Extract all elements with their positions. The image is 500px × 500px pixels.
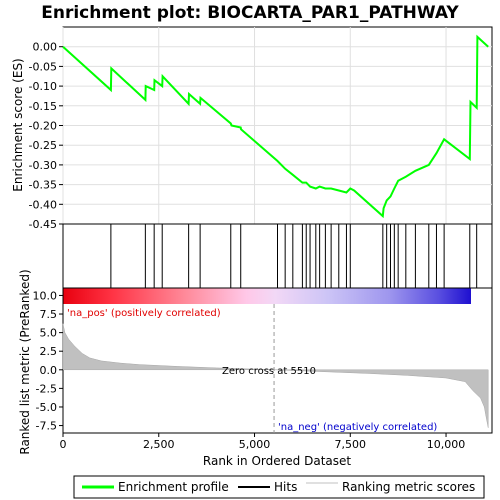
legend-metric-label: Ranking metric scores	[342, 480, 475, 494]
metric-x-tick-label: 5,000	[239, 438, 271, 451]
metric-x-tick-label: 2,500	[143, 438, 175, 451]
metric-y-tick-label: 0.0	[40, 364, 58, 377]
es-y-tick-label: -0.15	[29, 100, 57, 113]
legend: Enrichment profile Hits Ranking metric s…	[73, 475, 485, 499]
es-y-axis: 0.00 -0.05 -0.10 -0.15 -0.20 -0.25 -0.30 -0.35 -…	[29, 41, 63, 231]
es-y-tick-label: -0.10	[29, 80, 57, 93]
es-y-tick-label: -0.45	[29, 218, 57, 231]
es-y-tick-label: -0.05	[29, 60, 57, 73]
metric-x-tick-label: 7,500	[335, 438, 367, 451]
metric-y-tick-label: 7.5	[40, 308, 58, 321]
legend-box	[73, 475, 485, 499]
es-y-tick-label: -0.30	[29, 159, 57, 172]
rank-color-bar	[63, 288, 471, 304]
rank-color-bar-tail	[471, 288, 492, 304]
legend-profile-label: Enrichment profile	[118, 480, 229, 494]
es-y-tick-label: 0.00	[33, 41, 58, 54]
enrichment-profile-line	[62, 34, 489, 219]
metric-y-tick-label: -5.0	[36, 401, 57, 414]
zero-cross-label: Zero cross at 5510	[222, 366, 316, 377]
metric-panel: 10.0 7.5 5.0 2.5 0.0 -2.5 -5.0 -7.5 0 2,500 5,000…	[18, 269, 493, 468]
es-y-tick-label: -0.40	[29, 198, 57, 211]
metric-y-tick-label: 10.0	[33, 289, 58, 302]
metric-x-axis: 0 2,500 5,000 7,500 10,000	[60, 433, 466, 451]
es-y-tick-label: -0.25	[29, 139, 57, 152]
metric-y-tick-label: -2.5	[36, 382, 57, 395]
metric-y-tick-label: 5.0	[40, 327, 58, 340]
metric-x-tick-label: 0	[60, 438, 67, 451]
pos-correlated-label: 'na_pos' (positively correlated)	[67, 308, 221, 319]
metric-y-axis: 10.0 7.5 5.0 2.5 0.0 -2.5 -5.0 -7.5	[33, 289, 63, 433]
es-y-tick-label: -0.35	[29, 179, 57, 192]
metric-x-axis-label: Rank in Ordered Dataset	[203, 454, 351, 468]
hit-marks	[110, 224, 478, 288]
metric-y-axis-label: Ranked list metric (PreRanked)	[18, 269, 32, 454]
metric-y-tick-label: 2.5	[40, 345, 58, 358]
chart-title: Enrichment plot: BIOCARTA_PAR1_PATHWAY	[41, 3, 459, 23]
hits-panel	[62, 223, 493, 289]
neg-correlated-label: 'na_neg' (negatively correlated)	[278, 422, 437, 433]
es-y-tick-label: -0.20	[29, 120, 57, 133]
metric-y-tick-label: -7.5	[36, 420, 57, 433]
metric-x-tick-label: 10,000	[427, 438, 466, 451]
legend-hits-label: Hits	[274, 480, 297, 494]
es-y-axis-label: Enrichment score (ES)	[11, 58, 25, 191]
es-panel: 0.00 -0.05 -0.10 -0.15 -0.20 -0.25 -0.30 -0.35 -…	[11, 26, 493, 231]
